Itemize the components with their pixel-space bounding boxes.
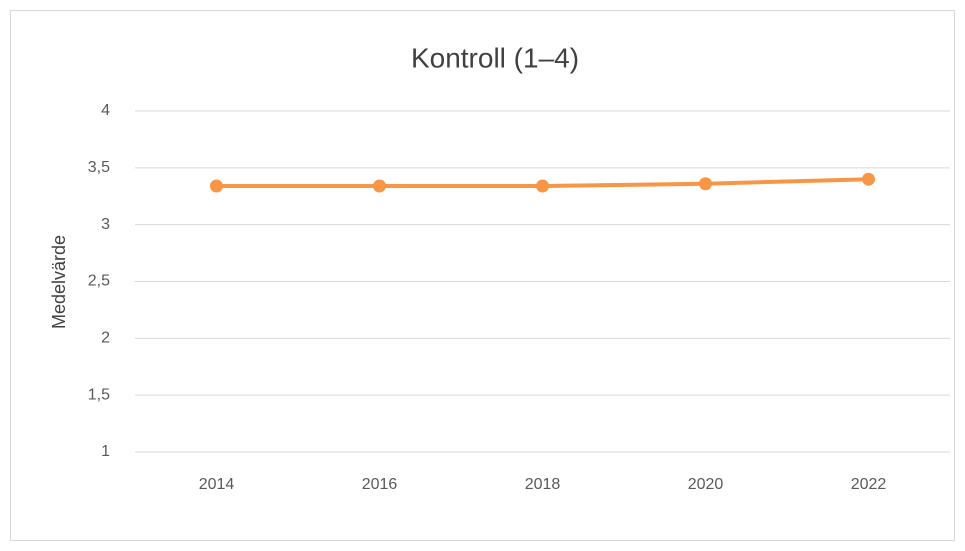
data-point — [536, 179, 549, 193]
x-tick-label: 2014 — [199, 476, 235, 493]
data-point — [699, 177, 712, 191]
y-tick-label: 3,5 — [88, 159, 110, 176]
y-tick-label: 4 — [101, 102, 110, 119]
y-tick-label: 2 — [101, 330, 110, 347]
x-tick-label: 2018 — [525, 476, 561, 493]
y-tick-label: 1,5 — [88, 386, 110, 403]
y-tick-label: 1 — [101, 443, 110, 460]
data-point — [862, 172, 875, 186]
data-point — [210, 179, 223, 193]
x-tick-label: 2016 — [362, 476, 398, 493]
y-tick-label: 2,5 — [88, 273, 110, 290]
x-tick-label: 2022 — [851, 476, 887, 493]
data-point — [373, 179, 386, 193]
x-tick-label: 2020 — [688, 476, 724, 493]
chart-border — [10, 10, 955, 541]
y-axis-title: Medelvärde — [49, 235, 69, 329]
chart-title: Kontroll (1–4) — [411, 42, 579, 73]
y-tick-label: 3 — [101, 216, 110, 233]
